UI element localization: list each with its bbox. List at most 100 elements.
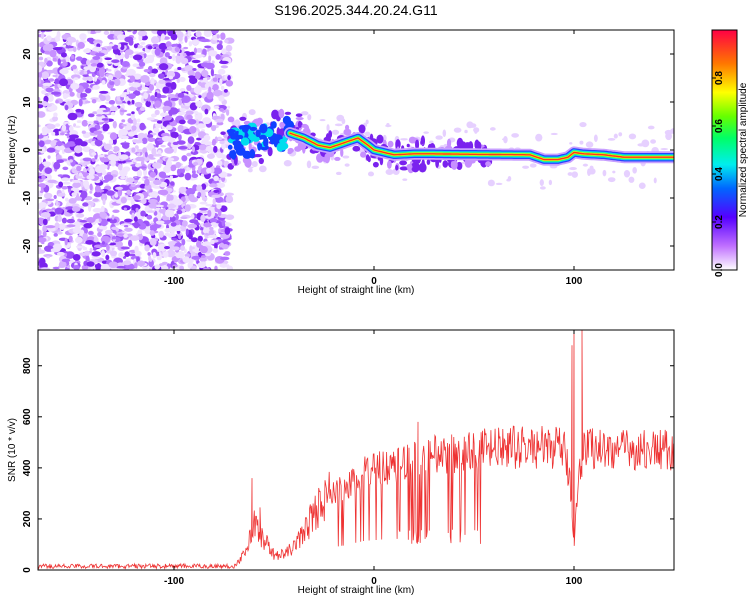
spectrogram-speck [248,109,256,116]
spectrogram-noise-blob [89,248,93,252]
spectrogram-noise-blob [140,210,146,217]
spectrogram-cloud-blob [379,156,384,166]
spectrogram-noise-blob [62,61,68,67]
spectrogram-ridge-blob [232,140,242,147]
spectrogram-noise-blob [52,116,59,122]
spectrogram-noise-blob [120,44,125,51]
spectrogram-noise-blob [197,54,205,57]
spectrogram-noise-blob [93,131,102,135]
spectrogram-noise-blob [176,209,183,215]
spectrogram-speck [511,133,520,138]
spectrogram-x-tick-label: 0 [371,276,377,287]
spectrogram-noise-blob [191,237,198,243]
spectrogram-cloud-blob [485,161,492,167]
spectrogram-noise-blob [206,141,213,146]
spectrogram-noise-blob [193,86,202,95]
spectrogram-noise-blob [219,263,228,268]
spectrogram-noise-blob [120,135,129,140]
spectrogram-noise-blob [183,46,189,50]
spectrogram-noise-blob [179,88,186,92]
spectrogram-noise-blob [162,105,171,112]
spectrogram-speck [647,125,655,130]
spectrogram-noise-blob [102,126,109,132]
spectrogram-noise-blob [211,60,215,64]
spectrogram-noise-blob [82,180,90,188]
spectrogram-noise-blob [119,94,127,98]
spectrogram-noise-blob [44,167,53,174]
spectrogram-cloud-blob [334,156,341,161]
spectrogram-noise-blob [61,217,67,224]
spectrogram-noise-blob [130,112,135,121]
spectrogram-speck [469,123,477,128]
spectrogram-noise-blob [147,210,156,213]
spectrogram-noise-blob [122,185,130,191]
spectrogram-noise-blob [213,175,219,182]
spectrogram-noise-blob [117,160,127,164]
snr-x-tick-label: 100 [566,576,583,587]
spectrogram-noise-blob [155,81,161,89]
spectrogram-cloud-blob [426,159,431,165]
spectrogram-noise-blob [93,76,98,82]
colorbar-label: Normalized spectral amplitude [738,82,749,217]
spectrogram-noise-blob [61,185,68,190]
spectrogram-noise-blob [69,91,75,97]
spectrogram-noise-blob [53,232,58,237]
spectrogram-noise-blob [75,108,83,113]
spectrogram-noise-blob [166,203,177,209]
spectrogram-noise-blob [164,147,174,154]
figure-title: S196.2025.344.20.24.G11 [274,2,437,18]
spectrogram-cloud-blob [376,134,384,144]
spectrogram-noise-blob [83,70,88,75]
spectrogram-noise-blob [127,100,131,105]
spectrogram-noise-blob [165,82,172,87]
spectrogram-speck [628,176,635,183]
spectrogram-noise-blob [103,174,114,181]
spectrogram-noise-blob [50,91,61,95]
spectrogram-noise-blob [203,222,213,228]
spectrogram-noise-blob [61,124,67,132]
spectrogram-noise-blob [134,262,138,268]
spectrogram-noise-blob [148,153,154,159]
spectrogram-noise-blob [188,75,196,79]
spectrogram-noise-blob [46,147,56,153]
spectrogram-noise-blob [57,174,64,177]
spectrogram-noise-blob [180,245,185,251]
spectrogram-noise-blob [147,45,153,50]
spectrogram-noise-blob [52,74,58,78]
spectrogram-noise-blob [106,190,115,196]
spectrogram-noise-blob [214,242,218,250]
spectrogram-noise-blob [79,219,88,223]
spectrogram-noise-blob [62,121,71,125]
spectrogram-noise-blob [40,190,44,194]
spectrogram-noise-blob [182,220,188,227]
spectrogram-noise-blob [219,78,223,86]
spectrogram-noise-blob [140,74,150,83]
spectrogram-noise-blob [44,50,51,55]
spectrogram-noise-blob [173,199,183,206]
spectrogram-noise-blob [216,121,224,126]
spectrogram-noise-blob [172,141,179,146]
spectrogram-speck [495,182,503,186]
spectrogram-noise-blob [86,216,96,223]
spectrogram-speck [402,178,408,181]
spectrogram-noise-blob [199,246,208,254]
spectrogram-cloud-blob [328,130,333,139]
spectrogram-noise-blob [151,147,157,156]
spectrogram-noise-blob [114,222,120,226]
spectrogram-noise-blob [171,237,178,241]
spectrogram-noise-blob [150,95,156,102]
spectrogram-noise-blob [201,255,207,258]
spectrogram-cloud-blob [474,141,482,151]
spectrogram-noise-blob [99,176,103,180]
spectrogram-noise-blob [70,82,80,90]
spectrogram-noise-blob [173,68,179,72]
spectrogram-speck [319,119,326,122]
spectrogram-noise-blob [38,111,46,118]
spectrogram-noise-blob [204,108,209,115]
spectrogram-noise-blob [89,168,95,176]
spectrogram-noise-blob [196,137,202,141]
spectrogram-speck [331,129,340,135]
spectrogram-noise-blob [205,203,213,207]
spectrogram-noise-blob [107,74,114,81]
